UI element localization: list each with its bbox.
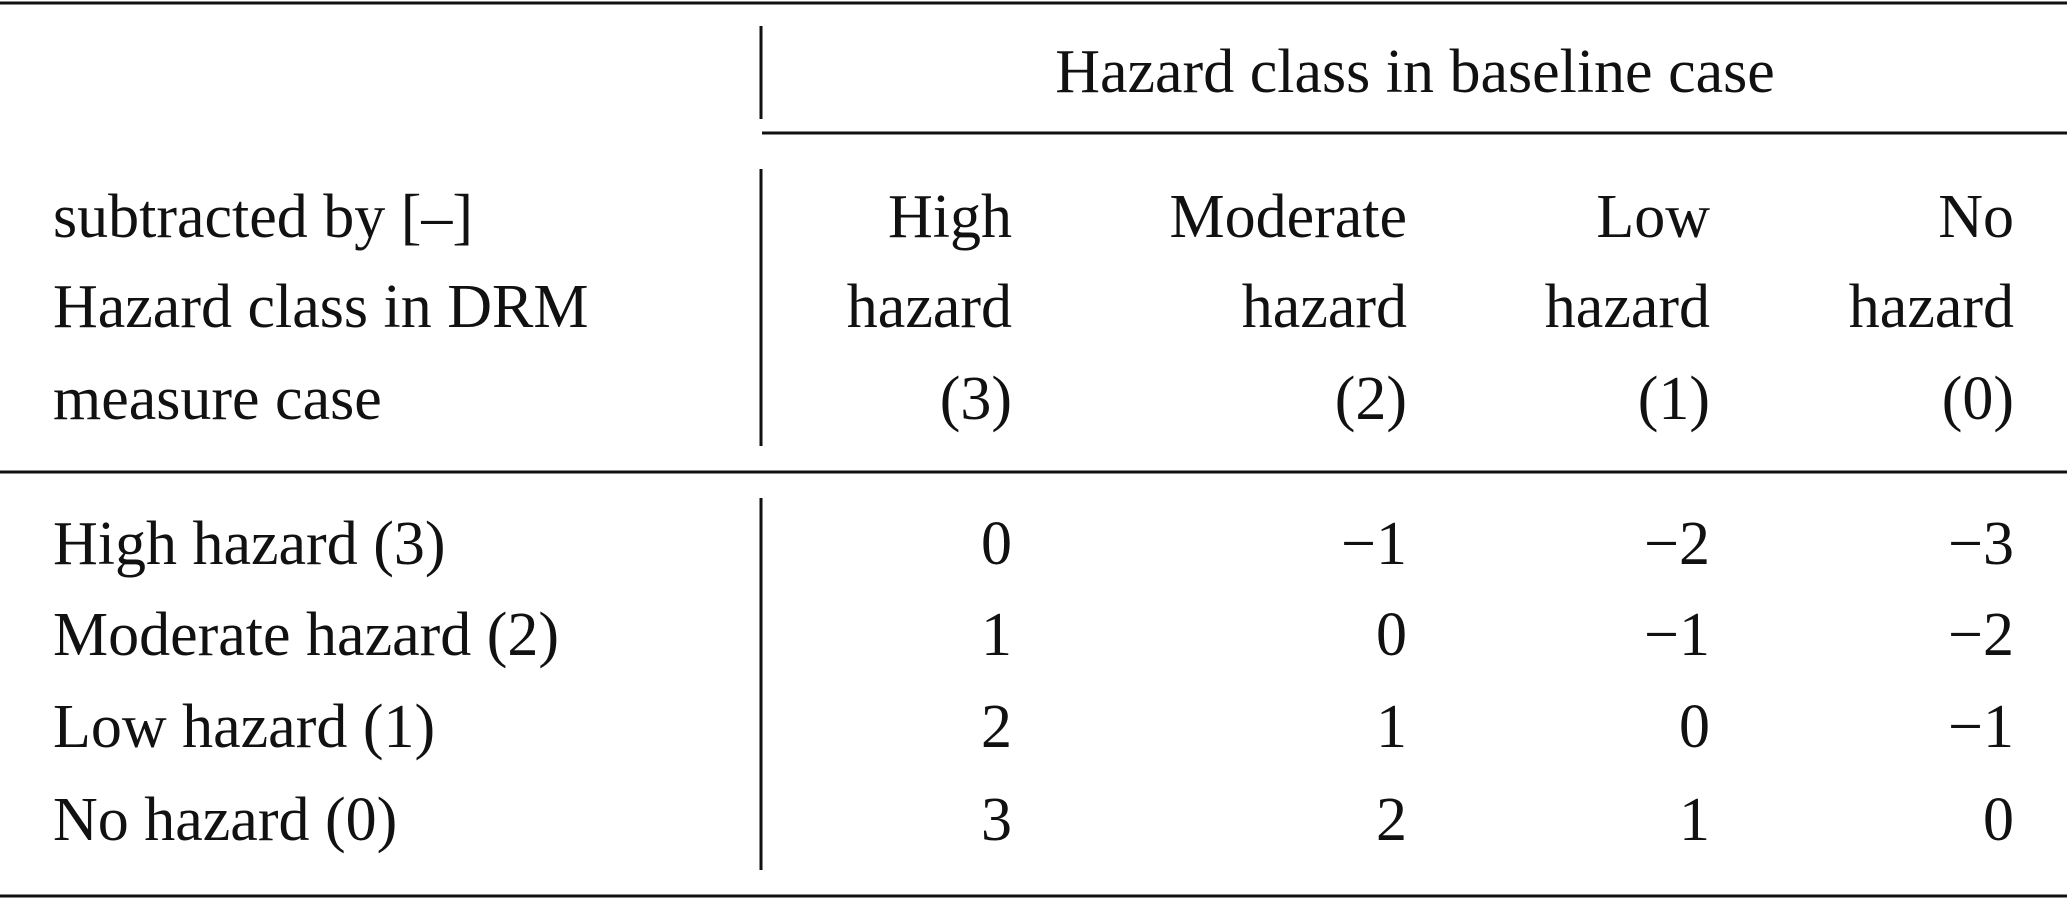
column-header: Moderate bbox=[1169, 183, 1407, 251]
cell: −2 bbox=[1644, 510, 1710, 578]
column-header: hazard bbox=[847, 273, 1012, 341]
cell: 1 bbox=[1376, 693, 1407, 761]
column-header: hazard bbox=[1242, 273, 1407, 341]
cell: 0 bbox=[981, 510, 1012, 578]
column-header: (1) bbox=[1638, 365, 1710, 433]
cell: −1 bbox=[1948, 693, 2014, 761]
row-label: High hazard (3) bbox=[53, 510, 446, 578]
row-header: measure case bbox=[53, 365, 382, 433]
column-header: Low bbox=[1596, 183, 1710, 251]
column-header: hazard bbox=[1545, 273, 1710, 341]
cell: 3 bbox=[981, 786, 1012, 854]
cell: 0 bbox=[1376, 601, 1407, 669]
cell: 2 bbox=[981, 693, 1012, 761]
cell: 2 bbox=[1376, 786, 1407, 854]
cell: 0 bbox=[1679, 693, 1710, 761]
cell: −3 bbox=[1948, 510, 2014, 578]
row-label: No hazard (0) bbox=[53, 786, 397, 854]
column-header: (2) bbox=[1335, 365, 1407, 433]
cell: −1 bbox=[1644, 601, 1710, 669]
row-label: Low hazard (1) bbox=[53, 693, 435, 761]
row-header: Hazard class in DRM bbox=[53, 273, 588, 341]
cell: −2 bbox=[1948, 601, 2014, 669]
cell: 0 bbox=[1983, 786, 2014, 854]
cell: −1 bbox=[1341, 510, 1407, 578]
row-label: Moderate hazard (2) bbox=[53, 601, 559, 669]
group-header: Hazard class in baseline case bbox=[1055, 38, 1775, 106]
column-header: (3) bbox=[940, 365, 1012, 433]
column-header: (0) bbox=[1942, 365, 2014, 433]
column-header: No bbox=[1938, 183, 2014, 251]
cell: 1 bbox=[1679, 786, 1710, 854]
column-header: High bbox=[888, 183, 1012, 251]
cell: 1 bbox=[981, 601, 1012, 669]
column-header: hazard bbox=[1849, 273, 2014, 341]
row-header: subtracted by [–] bbox=[53, 183, 473, 251]
